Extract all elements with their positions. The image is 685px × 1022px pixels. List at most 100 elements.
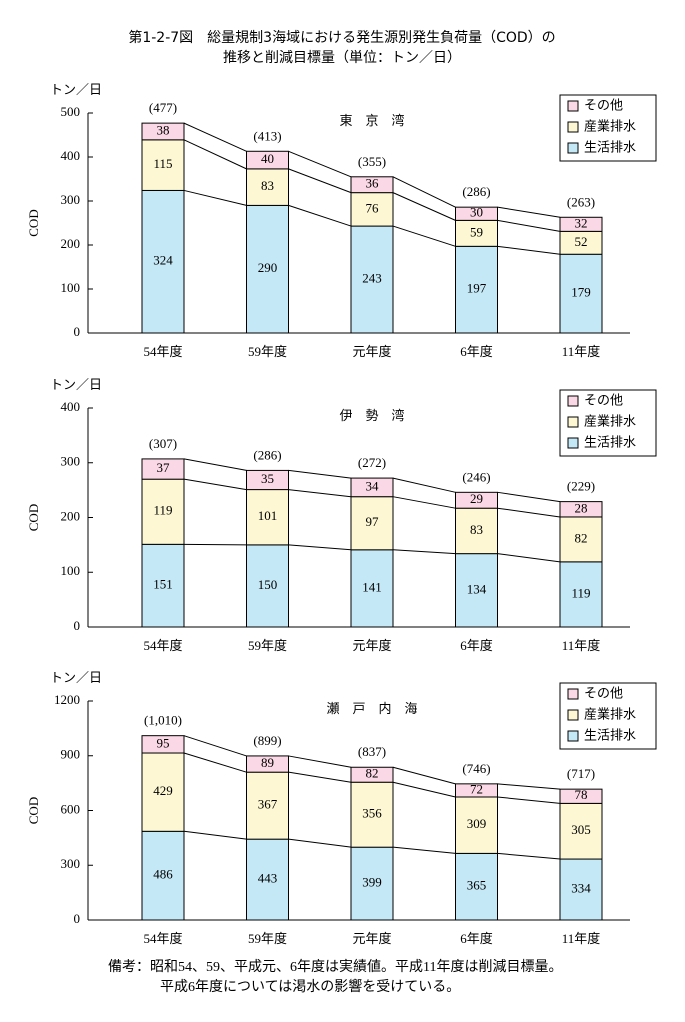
- bar-segment: [455, 507, 498, 555]
- bar-segment: [246, 469, 289, 491]
- y-tick-label: 600: [61, 801, 81, 816]
- legend-label: その他: [584, 99, 623, 114]
- y-tick-label: 200: [61, 508, 81, 523]
- y-tick-label: 0: [74, 911, 81, 926]
- bar-segment: [246, 168, 289, 206]
- value-label: 429: [153, 783, 173, 798]
- bar-segment: [246, 544, 289, 628]
- value-label: 35: [261, 471, 274, 486]
- y-unit: トン／日: [50, 670, 102, 685]
- bar-segment: [350, 496, 394, 551]
- value-label: 89: [261, 755, 274, 770]
- x-tick-label: 6年度: [460, 344, 493, 359]
- bar-segment: [559, 802, 603, 860]
- value-label: 72: [470, 781, 483, 796]
- connector: [183, 478, 247, 491]
- value-label: 150: [258, 577, 278, 592]
- y-unit: トン／日: [50, 82, 102, 97]
- connector: [183, 830, 247, 840]
- connector: [497, 245, 561, 255]
- value-label: 141: [362, 579, 382, 594]
- total-label: (307): [149, 436, 177, 451]
- bar-segment: [350, 549, 394, 628]
- connector: [183, 735, 247, 757]
- value-label: 97: [366, 514, 380, 529]
- legend-label: 産業排水: [584, 119, 636, 135]
- total-label: (717): [567, 766, 595, 781]
- bar-segment: [455, 206, 498, 221]
- value-label: 399: [362, 875, 382, 890]
- value-label: 151: [153, 577, 173, 592]
- value-label: 486: [153, 867, 173, 882]
- bar-segment: [350, 477, 394, 498]
- bar-segment: [141, 189, 185, 334]
- x-tick-label: 54年度: [143, 638, 182, 653]
- value-label: 95: [157, 735, 170, 750]
- bar-segment: [350, 192, 394, 227]
- legend-swatch: [567, 416, 579, 428]
- page-title: 第1-2-7図 総量規制3海域における発生源別発生負荷量（COD）の: [128, 29, 555, 46]
- value-label: 334: [571, 881, 591, 896]
- bar-segment: [141, 139, 185, 191]
- y-tick-label: 300: [61, 192, 81, 207]
- value-label: 309: [467, 816, 487, 831]
- y-tick-label: 400: [61, 399, 81, 414]
- value-label: 119: [571, 585, 590, 600]
- bar-segment: [141, 735, 185, 754]
- connector: [497, 219, 561, 232]
- value-label: 76: [366, 200, 380, 215]
- value-label: 305: [571, 822, 591, 837]
- bar-segment: [559, 501, 603, 518]
- legend-swatch: [567, 395, 579, 407]
- bar-segment: [246, 755, 289, 773]
- x-tick-label: 11年度: [562, 344, 601, 359]
- bar-segment: [141, 543, 185, 628]
- x-tick-label: 元年度: [352, 931, 391, 946]
- total-label: (286): [253, 447, 281, 462]
- bar-segment: [350, 766, 394, 783]
- connector: [183, 139, 247, 170]
- y-axis-label: COD: [26, 797, 41, 824]
- value-label: 179: [571, 285, 591, 300]
- connector: [392, 225, 456, 247]
- total-label: (272): [358, 455, 386, 470]
- bar-segment: [559, 561, 603, 628]
- connector: [497, 507, 561, 518]
- y-axis-label: COD: [26, 209, 41, 236]
- legend-label: 生活排水: [584, 141, 636, 156]
- legend-label: 産業排水: [584, 707, 636, 723]
- y-tick-label: 100: [61, 563, 81, 578]
- connector: [497, 783, 561, 790]
- bar-segment: [559, 788, 603, 804]
- x-tick-label: 59年度: [248, 931, 287, 946]
- total-label: (355): [358, 154, 386, 169]
- bar-segment: [559, 858, 603, 921]
- connector: [392, 846, 456, 854]
- x-tick-label: 11年度: [562, 638, 601, 653]
- legend-label: その他: [584, 687, 623, 702]
- bar-segment: [455, 783, 498, 798]
- connector: [392, 766, 456, 785]
- bar-segment: [455, 553, 498, 628]
- total-label: (229): [567, 479, 595, 494]
- connector: [392, 176, 456, 208]
- note: 備考：昭和54、59、平成元、6年度は実績値。平成11年度は削減目標量。: [108, 958, 562, 975]
- total-label: (746): [462, 761, 490, 776]
- total-label: (477): [149, 100, 177, 115]
- legend-swatch: [567, 730, 579, 742]
- y-unit: トン／日: [50, 377, 102, 392]
- connector: [392, 477, 456, 493]
- value-label: 29: [470, 491, 483, 506]
- connector: [392, 781, 456, 798]
- note: 平成6年度については渇水の影響を受けている。: [160, 978, 460, 995]
- value-label: 290: [258, 260, 278, 275]
- connector: [288, 755, 352, 768]
- connector: [288, 544, 352, 551]
- bar-segment: [455, 491, 498, 509]
- bar-segment: [141, 752, 185, 832]
- bar-segment: [350, 176, 394, 194]
- connector: [183, 458, 247, 471]
- connector: [392, 192, 456, 221]
- connector: [288, 150, 352, 178]
- bar-segment: [455, 219, 498, 247]
